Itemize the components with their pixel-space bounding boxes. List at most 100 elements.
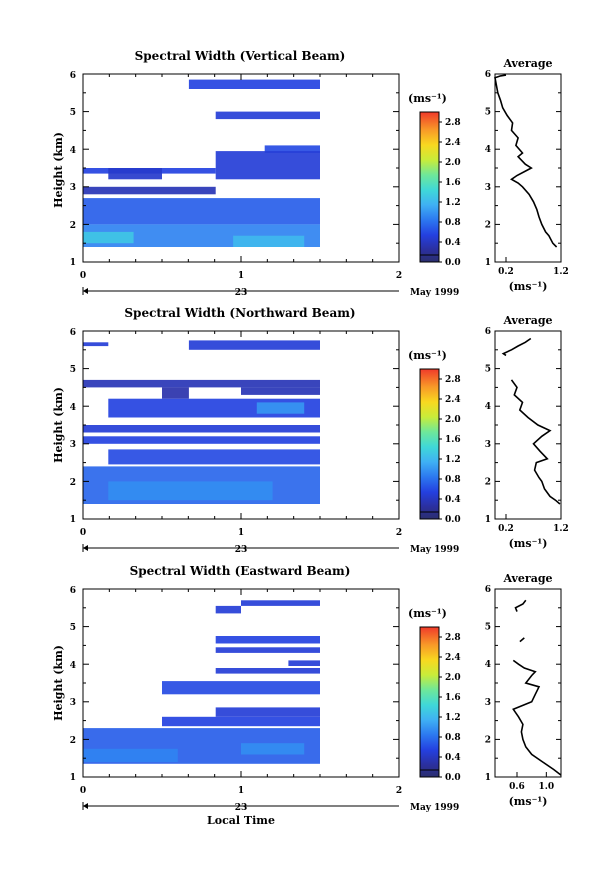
heatmap-cell — [288, 660, 320, 666]
y-tick-label: 6 — [70, 71, 76, 81]
average-y-tick-label: 6 — [485, 327, 491, 337]
x-tick-label: 1 — [238, 528, 244, 538]
average-frame — [494, 73, 562, 263]
colorbar-tick-label: 0.4 — [445, 753, 461, 763]
heatmap-cell — [215, 111, 320, 120]
y-tick-label: 3 — [70, 698, 76, 708]
colorbar-tick-label: 1.2 — [445, 455, 461, 465]
colorbar-tick-label: 0.8 — [445, 218, 461, 228]
average-title: Average — [502, 314, 552, 327]
colorbar-labels: 0.0 0.4 0.8 1.2 1.6 2.0 2.4 2.8 — [439, 118, 461, 268]
x-ticks — [82, 74, 400, 262]
y-tick-label: 2 — [70, 478, 76, 488]
y-tick-label: 6 — [70, 586, 76, 596]
heatmap-cell — [108, 449, 320, 465]
average-profile: 0.2 1.2 1 2 3 4 5 6 — [485, 70, 569, 277]
average-y-tick-label: 3 — [485, 440, 491, 450]
heatmap-cell — [241, 600, 320, 606]
date-day-label: 23 — [235, 803, 248, 813]
x-tick-label: 1 — [238, 271, 244, 281]
panel-vertical-beam: Spectral Width (Vertical Beam) Height (k… — [52, 49, 569, 298]
heatmap-cell — [83, 186, 216, 195]
colorbar-tick-label: 2.8 — [445, 633, 461, 643]
average-y-tick-label: 6 — [485, 70, 491, 80]
date-axis-marker — [83, 803, 88, 809]
chart-title: Spectral Width (Eastward Beam) — [130, 564, 351, 578]
panel-eastward-beam: Spectral Width (Eastward Beam) Height (k… — [52, 564, 562, 827]
heatmap-cell — [241, 387, 320, 395]
average-x-tick-label: 0.6 — [509, 782, 525, 792]
colorbar-unit: (ms⁻¹) — [408, 349, 447, 362]
heatmap-cell — [264, 145, 320, 153]
average-profile: 0.6 1.0 1 2 3 4 5 6 — [485, 585, 562, 792]
average-y-tick-label: 6 — [485, 585, 491, 595]
x-tick-label: 2 — [396, 786, 402, 796]
y-tick-label: 2 — [70, 736, 76, 746]
colorbar-unit: (ms⁻¹) — [408, 92, 447, 105]
x-tick-label: 0 — [80, 271, 86, 281]
colorbar-tick-label: 2.8 — [445, 375, 461, 385]
heatmap-cell — [188, 340, 320, 350]
average-y-tick-label: 2 — [485, 477, 491, 487]
x-ticks — [82, 331, 400, 519]
average-line — [510, 379, 561, 505]
colorbar-tick-label: 1.2 — [445, 198, 461, 208]
colorbar-tick-label: 1.6 — [445, 435, 461, 445]
heatmap-cell — [162, 387, 189, 399]
y-tick-label: 4 — [70, 403, 76, 413]
y-tick-label: 4 — [70, 661, 76, 671]
y-axis-label: Height (km) — [52, 387, 65, 463]
average-y-tick-label: 2 — [485, 735, 491, 745]
y-tick-label: 6 — [70, 328, 76, 338]
date-month-label: May 1999 — [410, 803, 459, 813]
average-x-label: (ms⁻¹) — [509, 795, 548, 808]
average-x-label: (ms⁻¹) — [509, 537, 548, 550]
heatmap-cell — [83, 748, 178, 762]
colorbar-tick-label: 0.0 — [445, 515, 461, 525]
average-y-tick-label: 4 — [485, 660, 491, 670]
x-tick-label: 1 — [238, 786, 244, 796]
date-day-label: 23 — [235, 288, 248, 298]
heatmap-cell — [215, 151, 320, 180]
average-x-tick-label: 1.2 — [553, 267, 569, 277]
average-y-tick-label: 2 — [485, 220, 491, 230]
average-x-tick-label: 0.2 — [498, 524, 514, 534]
date-axis-marker — [83, 545, 88, 551]
heatmap-cell — [83, 198, 320, 225]
average-y-tick-label: 5 — [485, 623, 491, 633]
y-tick-label: 1 — [70, 258, 76, 268]
average-x-tick-label: 1.0 — [538, 782, 554, 792]
colorbar — [419, 626, 440, 778]
average-y-tick-label: 3 — [485, 698, 491, 708]
heatmap-cell — [215, 668, 320, 674]
y-tick-label: 1 — [70, 773, 76, 783]
average-line — [501, 337, 532, 357]
y-tick-label: 3 — [70, 183, 76, 193]
y-tick-label: 5 — [70, 623, 76, 633]
x-tick-label: 0 — [80, 786, 86, 796]
x-tick-label: 0 — [80, 528, 86, 538]
colorbar — [419, 111, 440, 263]
colorbar-tick-label: 0.8 — [445, 733, 461, 743]
date-month-label: May 1999 — [410, 288, 459, 298]
colorbar-tick-label: 1.2 — [445, 713, 461, 723]
panel-northward-beam: Spectral Width (Northward Beam) Height (… — [52, 306, 569, 555]
average-line — [512, 659, 562, 776]
x-ticks — [82, 589, 400, 777]
average-x-tick-label: 1.2 — [553, 524, 569, 534]
colorbar-unit: (ms⁻¹) — [408, 607, 447, 620]
date-day-label: 23 — [235, 545, 248, 555]
colorbar-tick-label: 0.0 — [445, 258, 461, 268]
y-tick-label: 3 — [70, 440, 76, 450]
colorbar-tick-label: 0.4 — [445, 495, 461, 505]
colorbar-tick-label: 0.4 — [445, 238, 461, 248]
heatmap-cell — [162, 716, 320, 727]
average-y-tick-label: 4 — [485, 145, 491, 155]
average-x-tick-label: 0.2 — [498, 267, 514, 277]
heatmap-cell — [162, 681, 320, 695]
x-tick-label: 2 — [396, 271, 402, 281]
chart-title: Spectral Width (Northward Beam) — [124, 306, 355, 320]
heatmap-cell — [215, 605, 241, 614]
average-x-label: (ms⁻¹) — [509, 280, 548, 293]
y-tick-label: 4 — [70, 146, 76, 156]
